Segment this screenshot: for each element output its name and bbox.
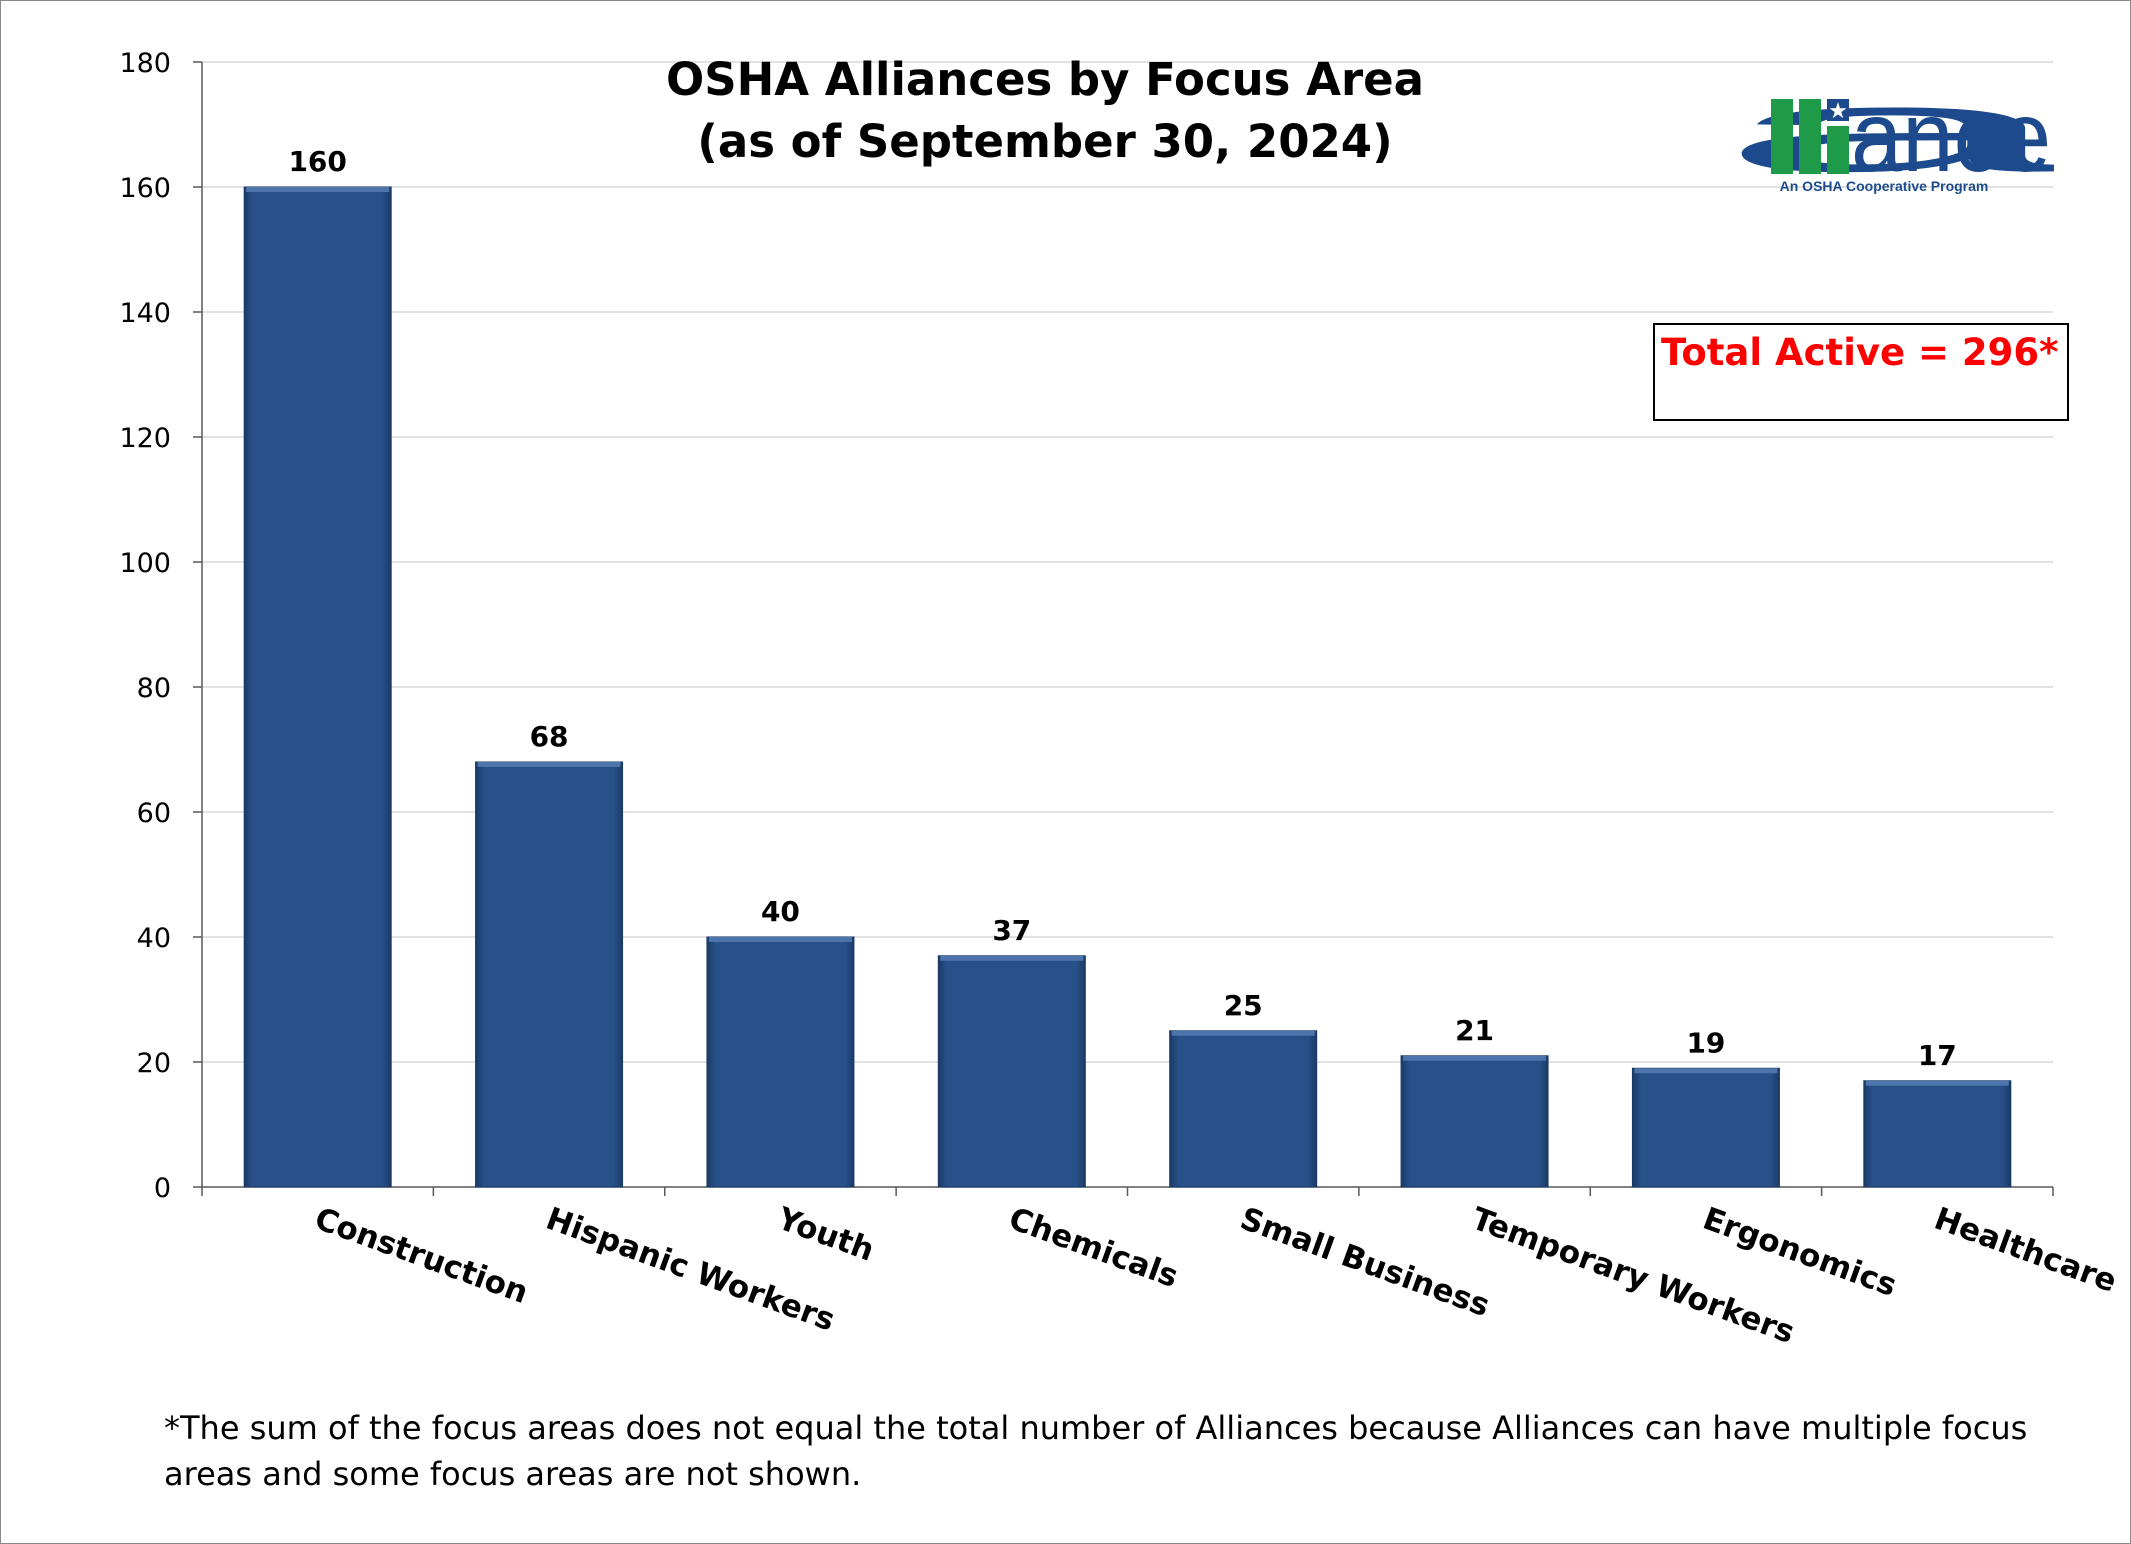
total-active-box: Total Active = 296*: [1653, 323, 2069, 421]
bar: [1631, 1067, 1780, 1188]
data-label: 37: [992, 914, 1031, 947]
y-tick-label: 100: [119, 548, 171, 579]
data-label: 21: [1455, 1014, 1494, 1047]
y-tick-label: 0: [154, 1173, 171, 1204]
y-tick-label: 20: [137, 1048, 171, 1079]
svg-text:★: ★: [1828, 99, 1848, 124]
chart-subtitle: (as of September 30, 2024): [697, 115, 1393, 168]
footnote: *The sum of the focus areas does not equ…: [164, 1409, 2028, 1493]
y-tick-label: 140: [119, 298, 171, 329]
category-label: Youth: [772, 1200, 879, 1268]
data-label: 19: [1686, 1026, 1725, 1059]
bar: [243, 186, 392, 1188]
data-label: 17: [1918, 1039, 1957, 1072]
category-label: Construction: [310, 1201, 533, 1311]
svg-text:a: a: [1714, 79, 2054, 197]
svg-text:ance: ance: [1851, 81, 2051, 193]
bar-highlight: [1865, 1080, 2009, 1086]
y-tick-label: 120: [119, 423, 171, 454]
bar: [1400, 1055, 1549, 1188]
bar-highlight: [940, 955, 1084, 961]
data-label: 160: [288, 145, 346, 178]
category-label: Chemicals: [1004, 1201, 1183, 1295]
bar-highlight: [1634, 1068, 1778, 1074]
bar-highlight: [246, 187, 390, 192]
bar: [1863, 1080, 2012, 1188]
alliance-logo: a ★ ance An OSHA Cooperative Program: [1714, 79, 2054, 197]
bar-highlight: [1171, 1030, 1315, 1036]
bar: [1169, 1030, 1318, 1188]
y-tick-label: 160: [119, 173, 171, 204]
bar: [937, 955, 1086, 1188]
category-label: Small Business: [1235, 1201, 1494, 1325]
svg-text:An OSHA Cooperative Program: An OSHA Cooperative Program: [1780, 178, 1989, 194]
bar-highlight: [708, 937, 852, 942]
y-tick-label: 180: [119, 48, 171, 79]
bar-highlight: [477, 762, 621, 767]
data-label: 40: [761, 895, 800, 928]
category-label: Ergonomics: [1698, 1201, 1901, 1304]
total-active-label: Total Active = 296*: [1661, 331, 2059, 374]
bar: [706, 936, 855, 1188]
category-label: Healthcare: [1930, 1201, 2122, 1300]
data-label: 25: [1224, 989, 1263, 1022]
bar-highlight: [1403, 1055, 1547, 1061]
chart-title: OSHA Alliances by Focus Area: [665, 53, 1425, 106]
bar: [475, 761, 624, 1188]
y-tick-label: 40: [137, 923, 171, 954]
y-tick-label: 80: [137, 673, 171, 704]
data-label: 68: [530, 720, 569, 753]
y-tick-label: 60: [137, 798, 171, 829]
